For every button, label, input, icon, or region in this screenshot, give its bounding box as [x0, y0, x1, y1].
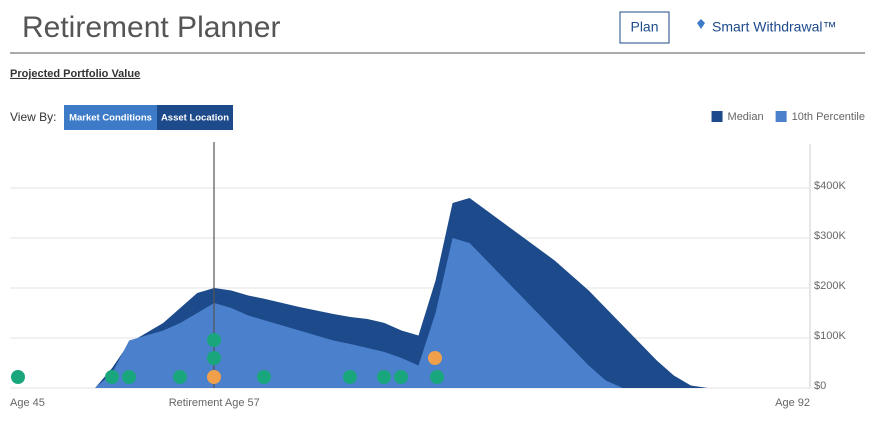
smart-withdrawal-link[interactable]: Smart Withdrawal™: [712, 19, 836, 35]
y-tick-label: $300K: [814, 230, 846, 242]
event-icon[interactable]: [257, 370, 271, 384]
event-icons: [11, 333, 444, 384]
y-tick-label: $100K: [814, 330, 846, 342]
event-icon[interactable]: [207, 351, 221, 365]
chart: $0 $100K $200K $300K $400K Age 45 Retirement A…: [10, 144, 846, 409]
y-tick-label: $400K: [814, 180, 846, 192]
event-icon[interactable]: [377, 370, 391, 384]
event-icon[interactable]: [122, 370, 136, 384]
page-title: Retirement Planner: [22, 11, 280, 44]
plan-button-label[interactable]: Plan: [630, 19, 658, 35]
x-tick-label: Age 45: [10, 397, 45, 409]
event-icon[interactable]: [207, 370, 221, 384]
y-tick-label: $200K: [814, 280, 846, 292]
view-option[interactable]: [157, 105, 233, 130]
event-icon[interactable]: [394, 370, 408, 384]
legend-label: Median: [728, 111, 764, 123]
diamond-icon: [697, 19, 705, 29]
view-by-label: View By:: [10, 110, 56, 124]
section-title: Projected Portfolio Value: [10, 68, 140, 80]
plan-button[interactable]: [619, 11, 670, 44]
event-icon[interactable]: [343, 370, 357, 384]
event-icon[interactable]: [105, 370, 119, 384]
x-tick-label: Retirement Age 57: [169, 397, 260, 409]
view-option-label[interactable]: Asset Location: [161, 113, 229, 124]
legend-swatch: [775, 111, 787, 122]
event-icon[interactable]: [428, 351, 442, 365]
legend-label: 10th Percentile: [792, 111, 865, 123]
x-tick-label: Age 92: [775, 397, 810, 409]
area: [95, 238, 708, 388]
view-option-label[interactable]: Market Conditions: [69, 113, 152, 124]
y-tick-label: $0: [814, 380, 826, 392]
view-option[interactable]: [64, 105, 157, 130]
event-icon[interactable]: [430, 370, 444, 384]
event-icon[interactable]: [207, 333, 221, 347]
legend-swatch: [711, 111, 723, 122]
event-icon[interactable]: [173, 370, 187, 384]
event-icon[interactable]: [11, 370, 25, 384]
